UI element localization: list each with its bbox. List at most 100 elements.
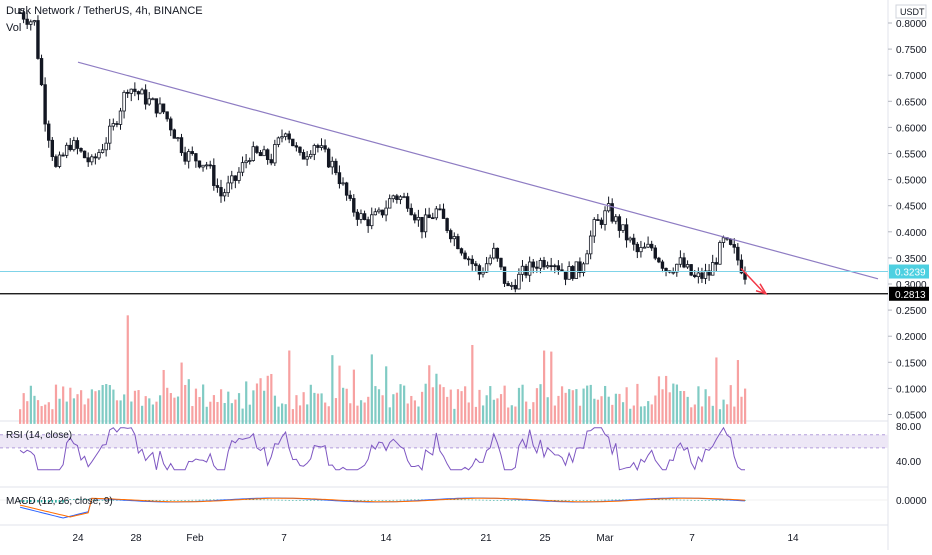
candle-body [646, 243, 650, 248]
candle-body [57, 154, 62, 167]
price-tick-label: 0.3500 [896, 254, 927, 265]
macd-histogram-bar [266, 499, 269, 501]
volume-bar [22, 393, 25, 424]
candle-body [283, 133, 288, 137]
volume-bar [184, 384, 187, 424]
volume-bar [532, 402, 535, 424]
volume-bar [191, 406, 194, 424]
candle-body [506, 283, 510, 287]
macd-histogram-bar [51, 500, 54, 503]
volume-bar [682, 391, 686, 424]
volume-bar [352, 369, 355, 424]
macd-histogram-bar [500, 500, 502, 501]
volume-bar [704, 389, 707, 424]
volume-bar [331, 355, 334, 424]
candle-body [596, 219, 600, 221]
volume-bar [460, 391, 463, 424]
time-tick-label: 24 [72, 533, 84, 544]
volume-bar [726, 404, 729, 424]
macd-histogram-bar [568, 500, 570, 501]
candle-body [298, 146, 302, 153]
symbol-title[interactable]: Dusk Network / TetherUS, 4h, BINANCE [6, 5, 203, 17]
candle-body [262, 149, 266, 157]
volume-bar [252, 390, 255, 424]
candle-body [732, 244, 736, 248]
volume-bar [19, 409, 22, 424]
macd-histogram-bar [166, 500, 168, 501]
macd-histogram-bar [87, 498, 89, 500]
volume-bar [521, 384, 524, 424]
macd-histogram-bar [597, 499, 599, 501]
volume-bar [729, 385, 732, 424]
candle-body [585, 253, 589, 265]
volume-bar [478, 389, 481, 424]
macd-histogram-bar [471, 499, 474, 501]
macd-histogram-bar [108, 500, 111, 501]
volume-bar [632, 405, 635, 424]
volume-bar [245, 381, 248, 424]
volume-bar [327, 406, 330, 424]
macd-histogram-bar [313, 500, 316, 501]
projection-arrowhead [755, 283, 768, 296]
candle-body [370, 214, 374, 227]
macd-histogram-bar [252, 499, 255, 501]
volume-bar [255, 383, 259, 424]
macd-histogram-bar [693, 499, 696, 501]
price-tick-label: 0.2000 [896, 332, 927, 343]
macd-histogram-bar [381, 500, 384, 501]
candle-body [265, 149, 270, 160]
candle-body [125, 91, 130, 94]
candle-body [657, 257, 661, 263]
volume-bar [722, 399, 725, 424]
currency-label: USDT [900, 7, 925, 17]
candle-body [240, 162, 245, 173]
candle-body [230, 175, 234, 184]
candle-body [398, 196, 403, 200]
macd-histogram-bar [507, 500, 509, 501]
macd-histogram-bar [658, 499, 660, 501]
macd-histogram-bar [586, 500, 588, 501]
volume-bar [281, 403, 284, 424]
macd-histogram-bar [374, 500, 377, 501]
volume-bar [600, 396, 603, 424]
volume-bar [604, 385, 607, 424]
time-tick-label: 25 [539, 533, 551, 544]
volume-bar [363, 402, 366, 424]
candle-body [305, 156, 309, 160]
candle-body [359, 213, 363, 220]
candle-body [448, 230, 453, 240]
volume-bar [273, 395, 277, 424]
candle-body [689, 264, 693, 276]
candle-body [588, 235, 593, 255]
volume-bar [665, 375, 668, 424]
macd-histogram-bar [485, 499, 488, 501]
volume-bar [650, 404, 653, 424]
macd-histogram-bar [607, 499, 610, 501]
volume-bar [456, 389, 460, 424]
price-tick-label: 0.3000 [896, 280, 927, 291]
candle-body [377, 209, 381, 213]
volume-bar [618, 393, 621, 424]
candle-body [39, 58, 44, 86]
macd-histogram-bar [270, 499, 273, 501]
price-tick-label: 0.8000 [896, 19, 927, 30]
macd-histogram-bar [514, 500, 517, 501]
price-tick-label: 0.4000 [896, 228, 927, 239]
macd-histogram-bar [202, 499, 204, 501]
candle-body [208, 164, 212, 167]
volume-bar [611, 404, 614, 424]
price-tick-label: 0.2500 [896, 306, 927, 317]
candle-body [710, 262, 715, 276]
macd-histogram-bar [263, 499, 265, 501]
volume-bar [58, 398, 61, 424]
candle-body [291, 138, 295, 147]
candle-body [466, 258, 471, 261]
candle-body [535, 266, 539, 269]
candle-body [276, 137, 281, 145]
volume-bar [166, 387, 169, 424]
volume-bar [525, 401, 528, 424]
volume-bar [446, 396, 449, 424]
macd-histogram-bar [478, 499, 481, 501]
macd-histogram-bar [399, 499, 402, 501]
